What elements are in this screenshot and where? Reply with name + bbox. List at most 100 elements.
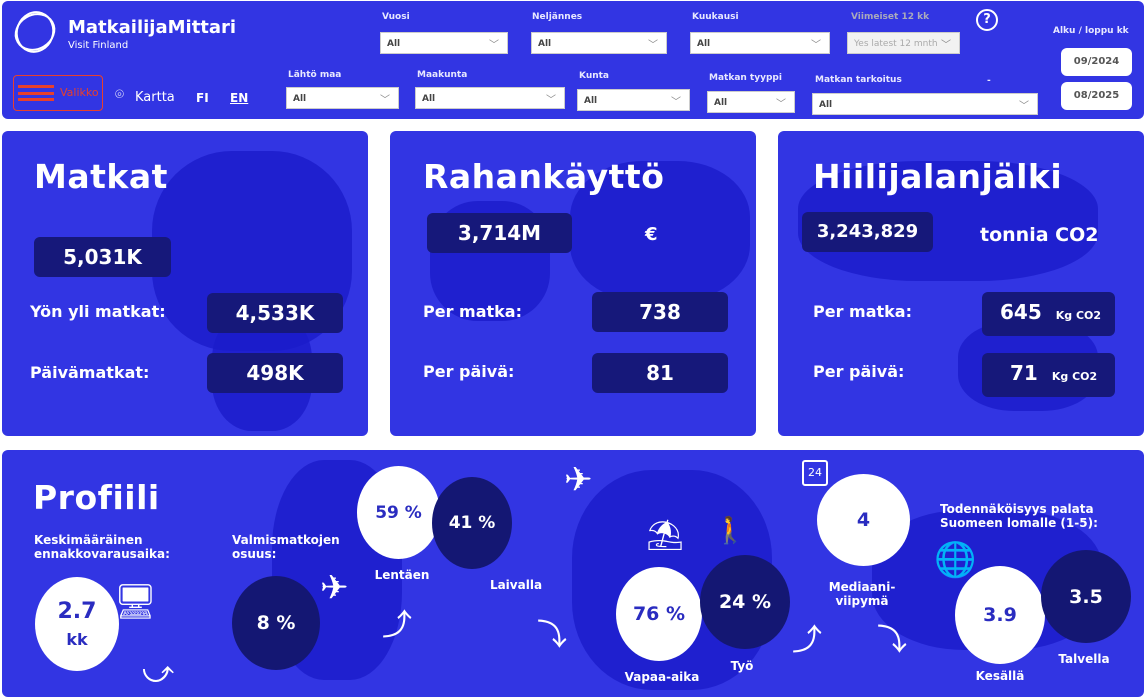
- vuosi-value: All: [387, 39, 401, 49]
- sea-label: Laivalla: [489, 578, 543, 592]
- per-day-value: 71 Kg CO2: [982, 353, 1115, 397]
- lang-fi[interactable]: FI: [196, 91, 209, 105]
- kuukausi-label: Kuukausi: [692, 12, 739, 22]
- header-bar: MatkailijaMittari Visit Finland Valikko …: [2, 1, 1144, 119]
- lahto-label: Lähtö maa: [288, 70, 342, 80]
- tarkoitus-label: Matkan tarkoitus: [815, 75, 902, 85]
- arrow-icon: ⤴: [382, 608, 412, 643]
- profiili-title: Profiili: [33, 478, 160, 517]
- tyyppi-value: All: [714, 98, 728, 108]
- matkat-card: Matkat 5,031K Yön yli matkat: 4,533K Päi…: [2, 131, 368, 436]
- per-day-value: 81: [592, 353, 728, 393]
- work-label: Työ: [730, 659, 754, 673]
- kg-unit: Kg CO2: [1055, 309, 1102, 322]
- calendar-number: 24: [808, 466, 822, 479]
- help-glyph: ?: [983, 12, 991, 27]
- hiilijalanjalki-card: Hiilijalanjälki 3,243,829 tonnia CO2 Per…: [778, 131, 1144, 436]
- computer-booking-icon: 🖥: [114, 582, 158, 622]
- vuosi-label: Vuosi: [382, 12, 410, 22]
- start-month-button[interactable]: 09/2024: [1061, 48, 1132, 76]
- air-label: Lentäen: [374, 568, 430, 582]
- viimeiset-value: Yes latest 12 mnth: [854, 39, 938, 49]
- hiili-title: Hiilijalanjälki: [813, 157, 1063, 196]
- viimeiset-select[interactable]: Yes latest 12 mnth ﹀: [847, 32, 960, 54]
- booking-unit: kk: [66, 630, 88, 649]
- air-circle: 59 %: [357, 466, 440, 559]
- maakunta-label: Maakunta: [417, 70, 468, 80]
- summer-label: Kesällä: [975, 669, 1025, 683]
- overnight-label: Yön yli matkat:: [30, 302, 166, 321]
- maakunta-select[interactable]: All ﹀: [415, 87, 565, 109]
- viimeiset-label: Viimeiset 12 kk: [851, 12, 930, 22]
- chevron-down-icon: ﹀: [380, 95, 390, 106]
- kunta-value: All: [584, 96, 598, 106]
- hiili-total: 3,243,829: [802, 212, 933, 252]
- logo-icon: [14, 11, 56, 53]
- kunta-select[interactable]: All ﹀: [577, 89, 690, 111]
- raha-title: Rahankäyttö: [423, 157, 665, 196]
- kuukausi-select[interactable]: All ﹀: [690, 32, 830, 54]
- period-label: Alku / loppu kk: [1053, 26, 1129, 36]
- chevron-down-icon: ﹀: [1019, 101, 1029, 112]
- tyyppi-label: Matkan tyyppi: [709, 73, 782, 83]
- sea-circle: 41 %: [432, 477, 512, 569]
- profiili-card: Profiili Keskimääräinen ennakkovarausaik…: [2, 450, 1144, 697]
- overnight-value: 4,533K: [207, 293, 343, 333]
- matkat-title: Matkat: [34, 157, 168, 196]
- map-pin-icon[interactable]: ⌾: [115, 85, 125, 103]
- beach-umbrella-icon: ⛱: [646, 518, 685, 553]
- winter-circle: 3.5: [1041, 550, 1131, 643]
- arrow-icon: ⤵: [877, 623, 907, 658]
- booking-value: 2.7: [57, 599, 97, 624]
- booking-label: Keskimääräinen ennakkovarausaika:: [34, 533, 170, 561]
- nelj-select[interactable]: All ﹀: [531, 32, 667, 54]
- chevron-down-icon: ﹀: [671, 97, 681, 108]
- nelj-value: All: [538, 39, 552, 49]
- per-day-label: Per päivä:: [813, 362, 905, 381]
- arrow-icon: ⤻: [142, 655, 175, 690]
- stay-label: Mediaani-viipymä: [828, 580, 896, 608]
- per-day-number: 71: [1010, 361, 1038, 385]
- globe-plane-icon: 🌐: [934, 540, 977, 580]
- package-label: Valmismatkojen osuus:: [232, 533, 340, 561]
- maakunta-value: All: [422, 94, 436, 104]
- work-circle: 24 %: [700, 555, 790, 649]
- menu-button[interactable]: Valikko: [13, 75, 103, 111]
- day-trips-label: Päivämatkat:: [30, 363, 150, 382]
- plane-icon: ✈: [320, 568, 349, 608]
- map-link[interactable]: Kartta: [135, 90, 175, 105]
- arrow-icon: ⤴: [792, 623, 822, 658]
- leisure-label: Vapaa-aika: [624, 670, 700, 684]
- return-label: Todennäköisyys palata Suomeen lomalle (1…: [940, 502, 1098, 530]
- lahto-select[interactable]: All ﹀: [286, 87, 399, 109]
- kunta-label: Kunta: [579, 71, 610, 81]
- rahankaytto-card: Rahankäyttö 3,714M € Per matka: 738 Per …: [390, 131, 756, 436]
- tarkoitus-select[interactable]: All ﹀: [812, 93, 1038, 115]
- chevron-down-icon: ﹀: [489, 40, 499, 51]
- lang-en[interactable]: EN: [230, 91, 249, 105]
- help-icon[interactable]: ?: [976, 9, 998, 31]
- kuukausi-value: All: [697, 39, 711, 49]
- end-month-button[interactable]: 08/2025: [1061, 82, 1132, 110]
- tarkoitus-value: All: [819, 100, 833, 110]
- euro-unit: €: [645, 224, 658, 245]
- day-trips-value: 498K: [207, 353, 343, 393]
- app-subtitle: Visit Finland: [68, 40, 129, 51]
- vuosi-select[interactable]: All ﹀: [380, 32, 508, 54]
- co2-unit: tonnia CO2: [980, 224, 1099, 246]
- leisure-circle: 76 %: [616, 567, 702, 661]
- chevron-down-icon: ﹀: [648, 40, 658, 51]
- app-name: MatkailijaMittari: [68, 17, 237, 38]
- per-trip-number: 645: [1000, 300, 1042, 324]
- tyyppi-select[interactable]: All ﹀: [707, 91, 795, 113]
- package-circle: 8 %: [232, 576, 320, 670]
- walking-traveler-icon: 🚶: [714, 516, 747, 546]
- kg-unit: Kg CO2: [1051, 370, 1098, 383]
- menu-label: Valikko: [60, 86, 99, 99]
- per-day-label: Per päivä:: [423, 362, 515, 381]
- chevron-down-icon: ﹀: [811, 40, 821, 51]
- booking-circle: 2.7 kk: [35, 577, 119, 671]
- per-trip-value: 645 Kg CO2: [982, 292, 1115, 336]
- arrow-icon: ⤵: [537, 618, 567, 653]
- per-trip-label: Per matka:: [813, 302, 912, 321]
